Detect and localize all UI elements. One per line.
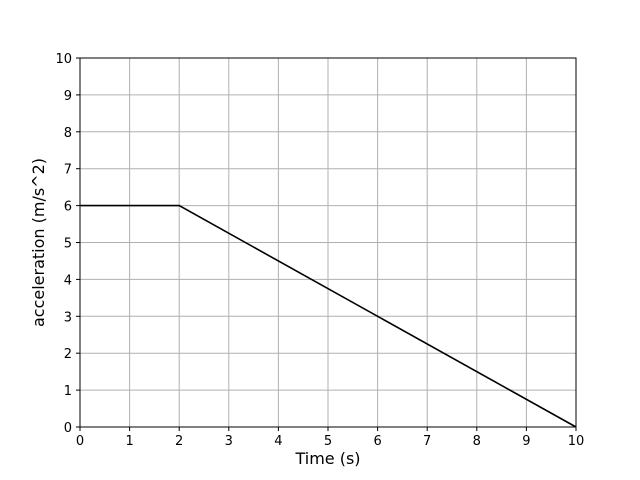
y-tick-label: 5 — [64, 237, 72, 252]
y-tick-label: 1 — [64, 384, 72, 399]
y-tick-label: 4 — [64, 273, 72, 288]
series-line — [80, 204, 577, 428]
x-axis-ticks: 0 1 2 3 4 5 6 7 8 9 10 — [76, 427, 584, 449]
y-tick-label: 9 — [64, 89, 72, 104]
y-tick-label: 10 — [55, 52, 72, 67]
x-tick-label: 0 — [76, 434, 84, 449]
x-tick-label: 3 — [225, 434, 233, 449]
y-tick-label: 7 — [64, 163, 72, 178]
y-tick-label: 8 — [64, 126, 72, 141]
y-axis-ticks: 0 1 2 3 4 5 6 7 8 9 10 — [55, 52, 80, 436]
x-tick-label: 9 — [522, 434, 530, 449]
grid-layer — [79, 57, 577, 428]
x-tick-label: 6 — [373, 434, 381, 449]
x-tick-label: 8 — [473, 434, 481, 449]
x-tick-label: 1 — [125, 434, 133, 449]
y-tick-label: 6 — [64, 200, 72, 215]
y-tick-label: 0 — [64, 421, 72, 436]
series-layer — [80, 204, 577, 428]
x-tick-label: 5 — [324, 434, 332, 449]
y-tick-label: 3 — [64, 310, 72, 325]
x-tick-label: 2 — [175, 434, 183, 449]
y-tick-label: 2 — [64, 347, 72, 362]
x-axis-label: Time (s) — [294, 449, 360, 468]
y-axis-label: acceleration (m/s^2) — [29, 158, 48, 327]
x-tick-label: 4 — [274, 434, 282, 449]
x-tick-label: 7 — [423, 434, 431, 449]
x-tick-label: 10 — [568, 434, 585, 449]
